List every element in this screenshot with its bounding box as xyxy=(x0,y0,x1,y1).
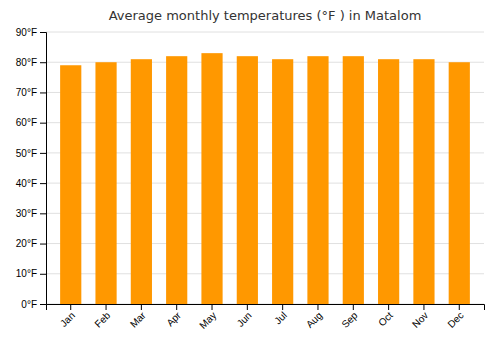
tick-mark xyxy=(40,123,46,124)
tick-mark xyxy=(106,304,107,310)
tick: 70°F xyxy=(16,87,46,98)
tick-label: 90°F xyxy=(16,27,37,38)
tick-label: 60°F xyxy=(16,117,37,128)
tick: Sep xyxy=(339,304,360,330)
bar xyxy=(378,59,399,304)
chart: 0°F 10°F 20°F 30°F 40°F 50°F 60°F 70°F 80°F 90°F J… xyxy=(0,0,500,350)
tick-mark xyxy=(353,304,354,310)
tick: Jan xyxy=(58,304,77,329)
tick-mark xyxy=(176,304,177,310)
tick-mark xyxy=(40,183,46,184)
tick-mark xyxy=(317,304,318,310)
tick-label: Nov xyxy=(410,310,430,330)
bar xyxy=(95,62,116,304)
tick-mark xyxy=(40,274,46,275)
bar xyxy=(307,56,328,304)
tick-label: 50°F xyxy=(16,148,37,159)
tick: 40°F xyxy=(16,178,46,189)
tick-label: Feb xyxy=(92,309,112,329)
tick: Jul xyxy=(272,304,289,326)
axis-line xyxy=(40,33,47,305)
plot: 0°F 10°F 20°F 30°F 40°F 50°F 60°F 70°F 80°F 90°F J… xyxy=(16,27,485,331)
tick: Apr xyxy=(164,304,183,328)
bar xyxy=(237,56,258,304)
tick-mark xyxy=(40,304,46,305)
tick: 50°F xyxy=(16,148,46,159)
y-axis: 0°F 10°F 20°F 30°F 40°F 50°F 60°F 70°F 80°F 90°F xyxy=(16,27,47,310)
bar xyxy=(60,65,81,304)
tick-label: Jan xyxy=(58,310,77,329)
title: Average monthly temperatures (°F ) in Ma… xyxy=(109,8,422,23)
tick-mark xyxy=(70,304,71,310)
tick-label: 10°F xyxy=(16,268,37,279)
tick-label: 0°F xyxy=(21,299,37,310)
tick-mark xyxy=(40,92,46,93)
tick: 10°F xyxy=(16,268,46,279)
tick-label: Aug xyxy=(304,310,324,330)
bar xyxy=(272,59,293,304)
tick-label: Jun xyxy=(235,310,254,329)
tick-mark xyxy=(40,62,46,63)
tick: 90°F xyxy=(16,27,46,38)
tick: 20°F xyxy=(16,238,46,249)
tick: Nov xyxy=(410,304,430,330)
tick-label: May xyxy=(197,310,218,331)
tick-mark xyxy=(247,304,248,310)
tick-label: 80°F xyxy=(16,57,37,68)
axis-line xyxy=(47,305,485,311)
tick-mark xyxy=(423,304,424,310)
grid-line xyxy=(46,32,484,33)
tick-mark xyxy=(212,304,213,310)
tick: Dec xyxy=(445,304,465,330)
tick-label: Sep xyxy=(339,309,360,330)
tick: May xyxy=(197,304,218,331)
bar xyxy=(131,59,152,304)
tick: Mar xyxy=(128,304,148,330)
tick: 30°F xyxy=(16,208,46,219)
tick-label: 40°F xyxy=(16,178,37,189)
tick-mark xyxy=(459,304,460,310)
tick: 0°F xyxy=(21,299,46,310)
tick-mark xyxy=(40,244,46,245)
tick: 60°F xyxy=(16,117,46,128)
tick-label: Dec xyxy=(445,310,465,330)
bars xyxy=(60,53,470,304)
grid xyxy=(46,32,484,304)
tick-label: 30°F xyxy=(16,208,37,219)
bar xyxy=(449,62,470,304)
bar xyxy=(201,53,222,304)
tick-label: Apr xyxy=(164,309,183,328)
tick-label: Oct xyxy=(376,310,395,329)
tick: 80°F xyxy=(16,57,46,68)
tick-label: Jul xyxy=(272,310,289,327)
tick-label: 20°F xyxy=(16,238,37,249)
tick: Feb xyxy=(92,304,112,330)
bar xyxy=(166,56,187,304)
bar xyxy=(413,59,434,304)
tick-mark xyxy=(141,304,142,310)
tick: Oct xyxy=(376,304,395,328)
bar xyxy=(343,56,364,304)
tick-mark xyxy=(388,304,389,310)
tick: Aug xyxy=(304,304,324,330)
x-axis: Jan Feb Mar Apr May Jun Jul Aug Sep Oct Nov Dec xyxy=(47,304,485,331)
tick: Jun xyxy=(235,304,254,329)
tick-mark xyxy=(40,213,46,214)
tick-label: 70°F xyxy=(16,87,37,98)
tick-mark xyxy=(282,304,283,310)
tick-label: Mar xyxy=(128,309,148,329)
tick-mark xyxy=(40,153,46,154)
tick-mark xyxy=(40,32,46,33)
